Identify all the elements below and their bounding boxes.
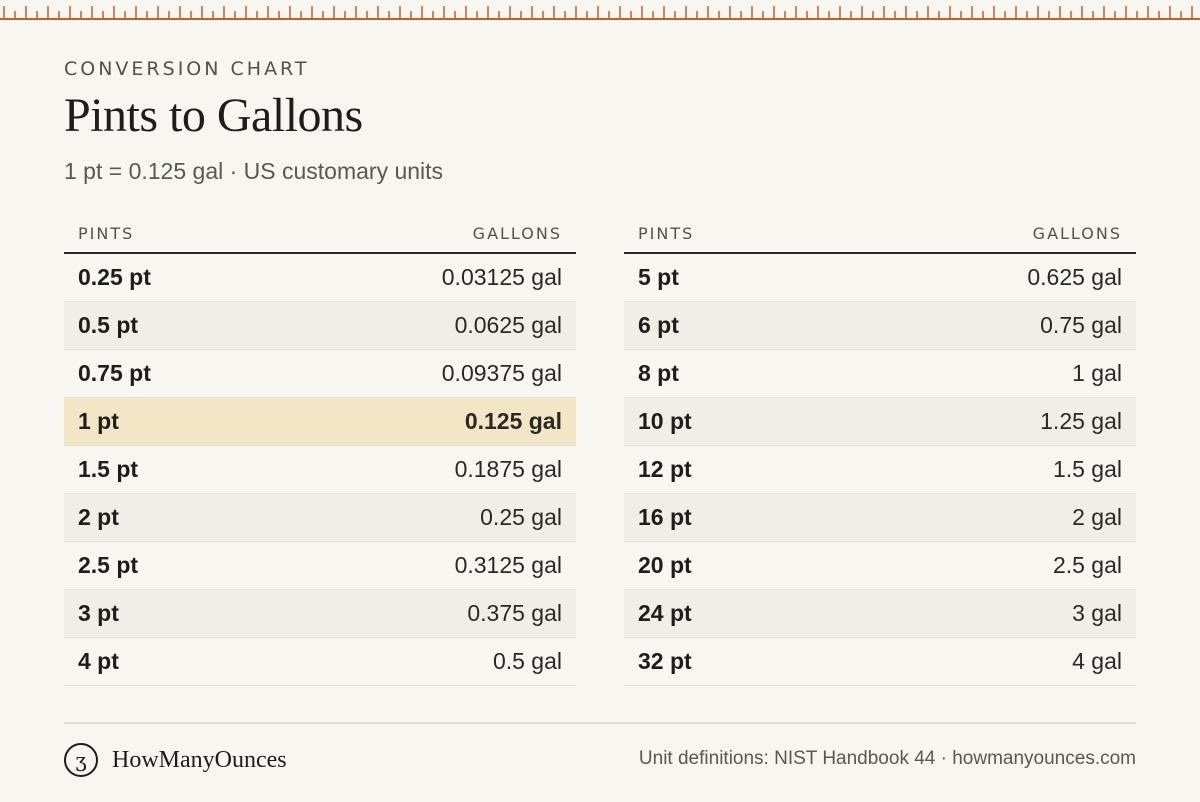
gallons-cell: 0.75 gal [1040,312,1122,338]
brand-name: HowManyOunces [112,746,287,773]
pints-cell: 24 pt [638,600,692,626]
gallons-cell: 1.5 gal [1052,456,1122,482]
table-row: 2.5 pt 0.3125 gal [64,542,576,590]
gallons-cell: 2.5 gal [1052,552,1122,578]
eyebrow-label: CONVERSION CHART [64,58,310,80]
source-attribution: Unit definitions: NIST Handbook 44 · how… [638,748,1136,769]
pints-cell: 16 pt [638,504,692,530]
table-row: 1.5 pt 0.1875 gal [64,446,576,494]
gallons-cell: 1.25 gal [1040,408,1122,434]
pints-cell: 1.5 pt [78,456,139,482]
pints-cell: 0.5 pt [78,312,139,338]
table-row: 8 pt 1 gal [624,350,1136,398]
pints-cell: 3 pt [78,600,119,626]
table-row: 24 pt 3 gal [624,590,1136,638]
table-row: 5 pt 0.625 gal [624,254,1136,302]
pints-cell: 0.25 pt [78,264,151,290]
table-row: 0.75 pt 0.09375 gal [64,350,576,398]
pints-cell: 8 pt [638,360,679,386]
table-row: 10 pt 1.25 gal [624,398,1136,446]
gallons-cell: 0.5 gal [492,648,562,674]
table-row: 20 pt 2.5 gal [624,542,1136,590]
table-body: 0.25 pt 0.03125 gal 0.5 pt 0.0625 gal 0.75… [64,254,576,686]
pints-cell: 10 pt [638,408,692,434]
column-header-gallons: GALLONS [1032,223,1122,243]
table-header: PINTS GALLONS [64,214,576,254]
pints-cell: 4 pt [78,648,119,674]
pints-cell: 1 pt [78,408,119,434]
table-row: 4 pt 0.5 gal [64,638,576,686]
footer-divider [64,722,1136,724]
table-row: 32 pt 4 gal [624,638,1136,686]
column-header-gallons: GALLONS [472,223,562,243]
table-row: 0.5 pt 0.0625 gal [64,302,576,350]
pints-cell: 2 pt [78,504,119,530]
conversion-table-right: PINTS GALLONS 5 pt 0.625 gal 6 pt 0.75 gal… [624,214,1136,686]
page-subtitle: 1 pt = 0.125 gal · US customary units [64,158,444,184]
gallons-cell: 3 gal [1072,600,1122,626]
table-body: 5 pt 0.625 gal 6 pt 0.75 gal 8 pt 1 gal 10 … [624,254,1136,686]
ruler-decoration [0,6,1200,20]
gallons-cell: 0.25 gal [480,504,562,530]
column-header-pints: PINTS [638,223,695,243]
brand-logo-icon: ʒ [64,743,98,777]
table-row: 16 pt 2 gal [624,494,1136,542]
pints-cell: 6 pt [638,312,679,338]
table-row: 6 pt 0.75 gal [624,302,1136,350]
gallons-cell: 2 gal [1072,504,1122,530]
table-row: 0.25 pt 0.03125 gal [64,254,576,302]
gallons-cell: 0.125 gal [464,408,562,434]
gallons-cell: 0.625 gal [1027,264,1122,290]
pints-cell: 0.75 pt [78,360,151,386]
table-header: PINTS GALLONS [624,214,1136,254]
table-row-highlighted: 1 pt 0.125 gal [64,398,576,446]
gallons-cell: 0.1875 gal [454,456,562,482]
conversion-table-left: PINTS GALLONS 0.25 pt 0.03125 gal 0.5 pt 0… [64,214,576,686]
pints-cell: 32 pt [638,648,692,674]
pints-cell: 20 pt [638,552,692,578]
gallons-cell: 0.0625 gal [454,312,562,338]
pints-cell: 12 pt [638,456,692,482]
pints-cell: 2.5 pt [78,552,139,578]
table-row: 2 pt 0.25 gal [64,494,576,542]
column-header-pints: PINTS [78,223,135,243]
gallons-cell: 0.375 gal [467,600,562,626]
brand[interactable]: ʒ HowManyOunces [64,742,287,778]
pints-cell: 5 pt [638,264,679,290]
gallons-cell: 0.09375 gal [441,360,562,386]
gallons-cell: 4 gal [1072,648,1122,674]
table-row: 3 pt 0.375 gal [64,590,576,638]
page-title: Pints to Gallons [64,89,363,142]
gallons-cell: 0.3125 gal [454,552,562,578]
table-row: 12 pt 1.5 gal [624,446,1136,494]
gallons-cell: 1 gal [1072,360,1122,386]
gallons-cell: 0.03125 gal [441,264,562,290]
